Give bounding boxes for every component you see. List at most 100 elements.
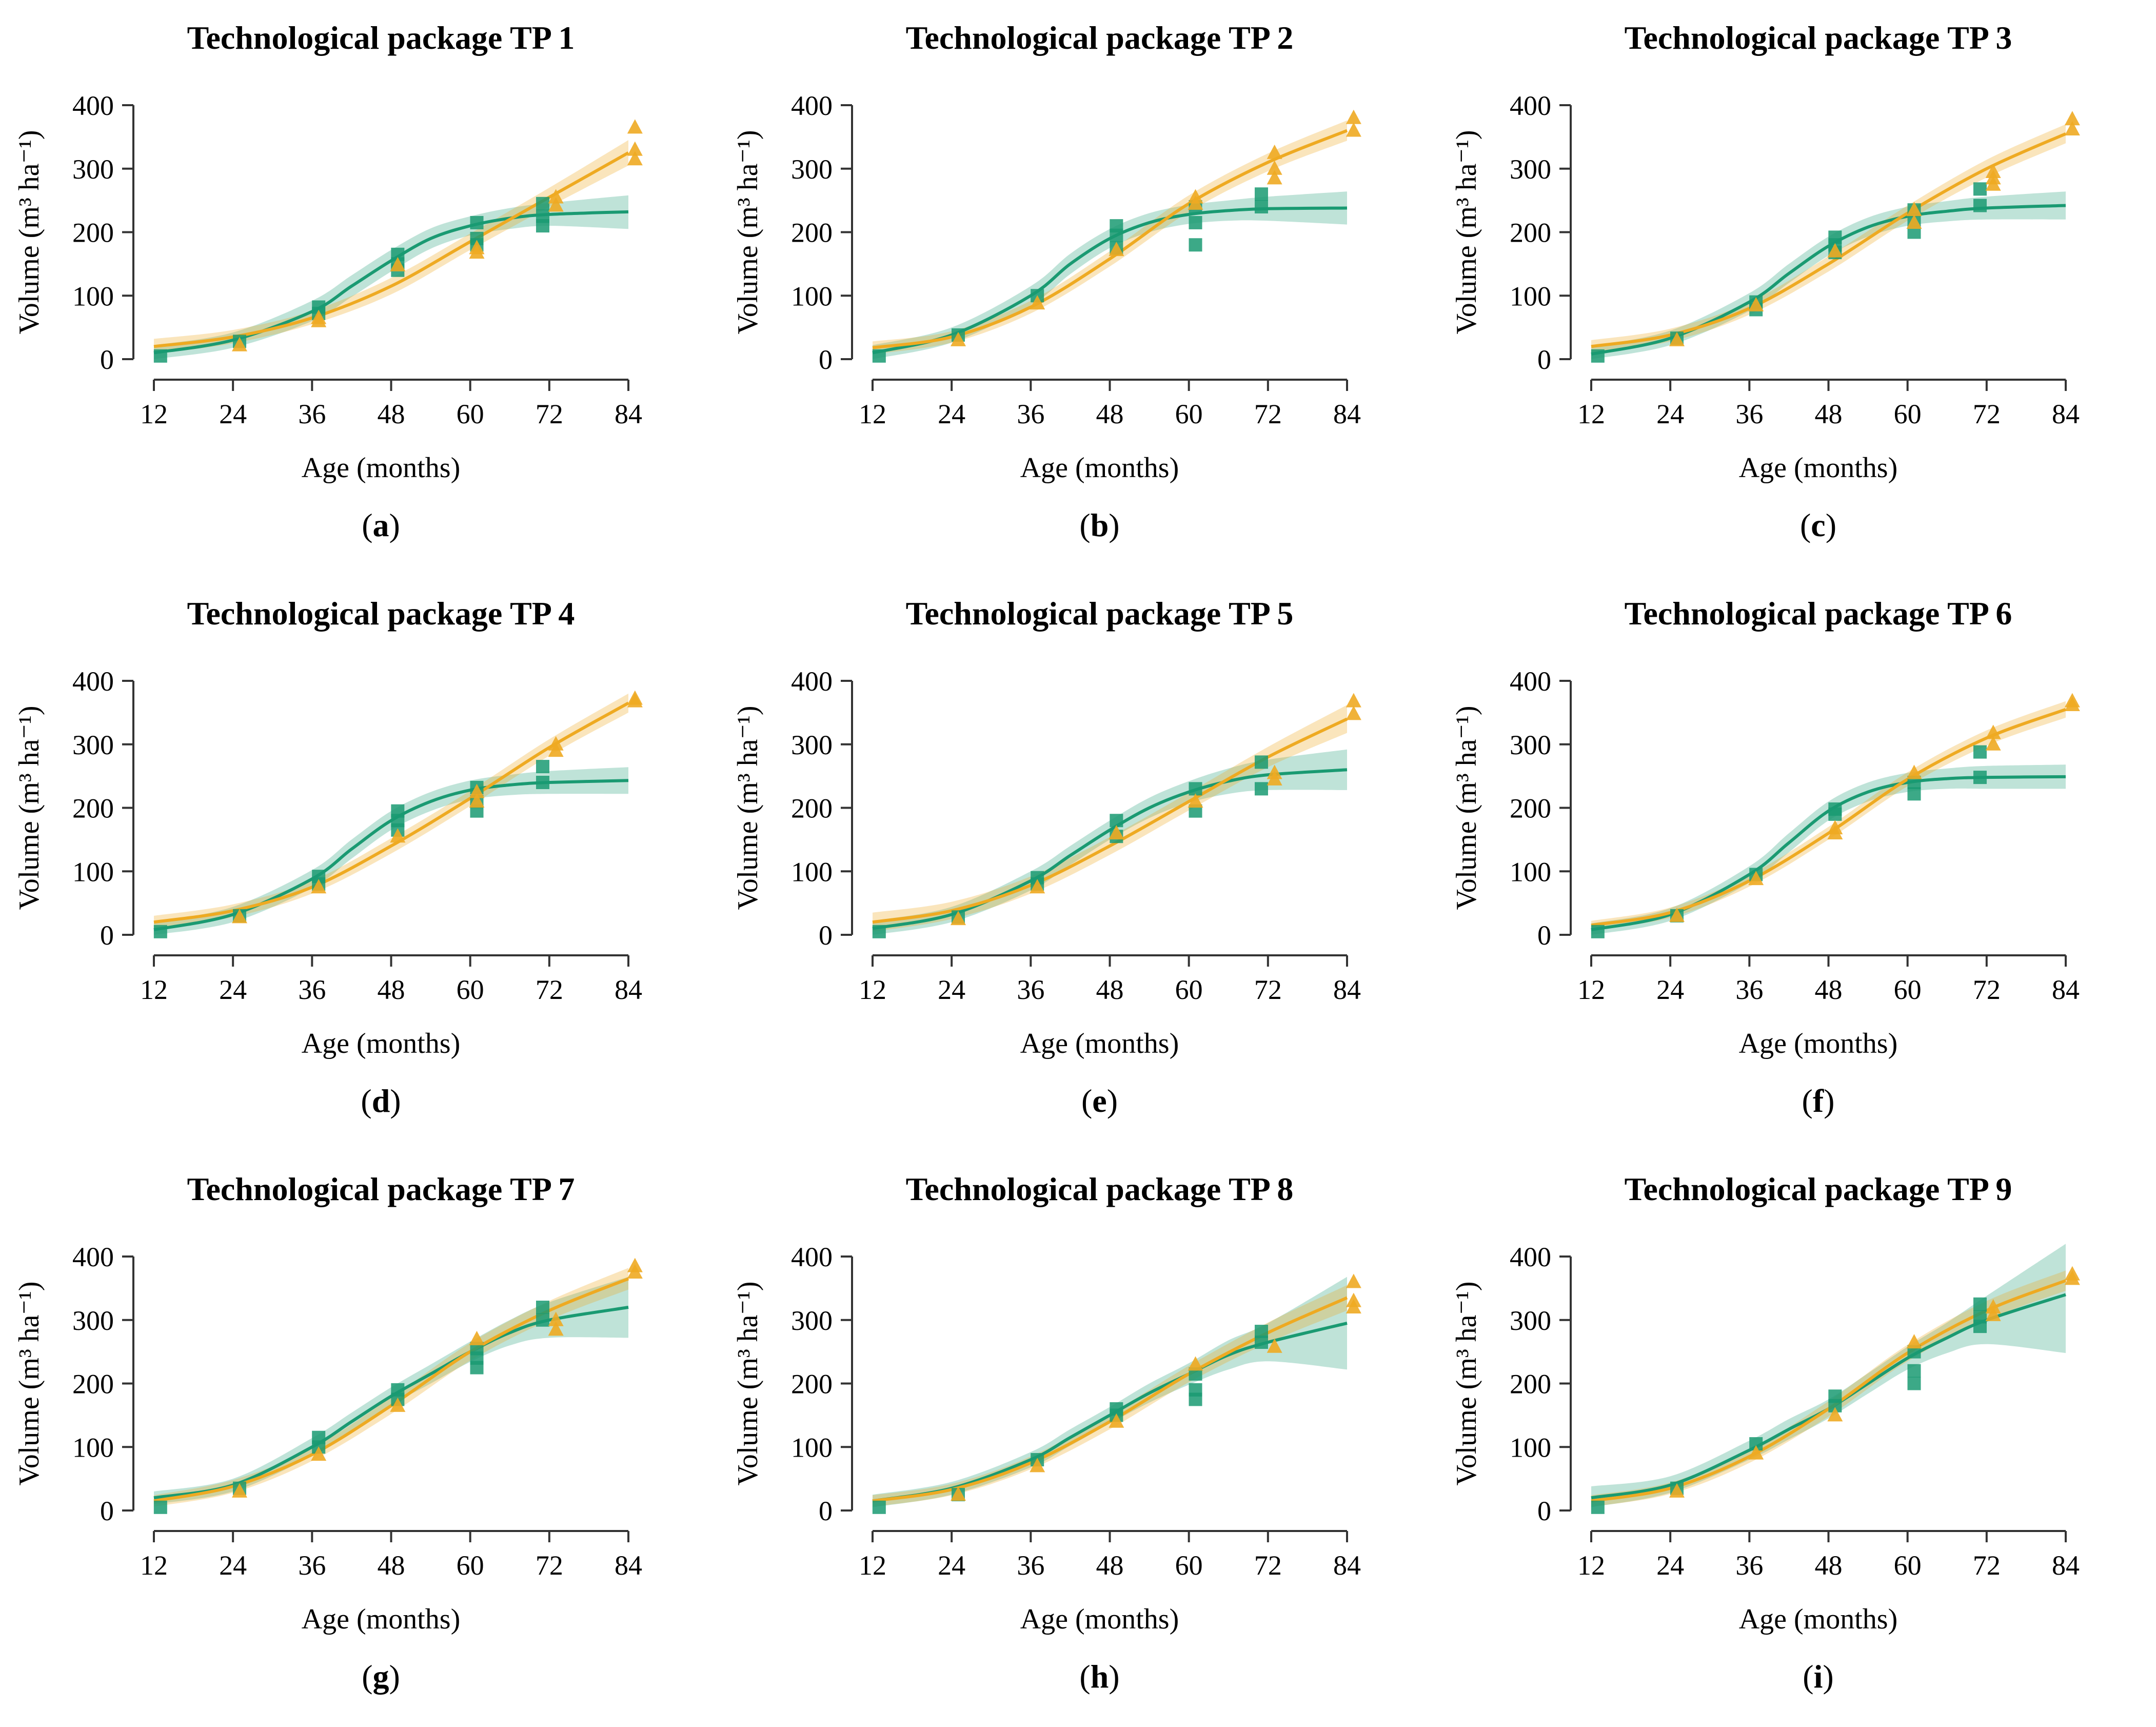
- data-point-triangle: [1267, 144, 1282, 159]
- data-point-square: [470, 215, 484, 229]
- data-point-triangle: [1109, 1413, 1124, 1428]
- y-tick-label: 300: [791, 730, 833, 760]
- x-tick-label: 84: [1333, 399, 1361, 429]
- chart-svg-i: Technological package TP 9 12 24 36 48 60 72 84…: [1451, 1171, 2080, 1695]
- data-point-square: [1907, 1377, 1921, 1390]
- data-point-triangle: [548, 742, 564, 757]
- data-point-triangle: [1030, 879, 1045, 894]
- y-tick-label: 300: [1510, 1305, 1551, 1336]
- y-tick-label: 200: [1510, 1369, 1551, 1400]
- data-point-triangle: [951, 911, 966, 926]
- x-tick-label: 60: [457, 974, 484, 1005]
- y-tick-label: 200: [72, 218, 114, 248]
- y-tick-label: 300: [1510, 154, 1551, 185]
- data-point-triangle: [2064, 121, 2080, 136]
- data-point-square: [872, 925, 886, 938]
- y-axis-label: Volume (m³ ha⁻¹): [13, 130, 45, 334]
- data-point-square: [1189, 238, 1202, 252]
- chart-title: Technological package TP 3: [1625, 19, 2012, 56]
- data-point-triangle: [1985, 1306, 2001, 1321]
- chart-panel-f: Technological package TP 6 12 24 36 48 60 72 84…: [1437, 576, 2156, 1151]
- chart-svg-f: Technological package TP 6 12 24 36 48 60 72 84…: [1451, 595, 2080, 1119]
- chart-svg-g: Technological package TP 7 12 24 36 48 60 72 84…: [13, 1171, 643, 1695]
- y-tick-label: 0: [1537, 1496, 1551, 1526]
- panel-letter: i: [1814, 1658, 1823, 1695]
- y-tick-label: 200: [72, 793, 114, 824]
- data-point-triangle: [1906, 214, 1922, 229]
- chart-svg-c: Technological package TP 3 12 24 36 48 60 72 84…: [1451, 19, 2080, 543]
- x-tick-label: 48: [1096, 974, 1124, 1005]
- x-tick-label: 24: [219, 1550, 247, 1581]
- data-point-square: [872, 349, 886, 363]
- data-point-square: [1973, 771, 1987, 784]
- data-point-triangle: [469, 244, 485, 259]
- x-tick-label: 12: [140, 399, 168, 429]
- data-point-triangle: [311, 312, 327, 327]
- x-tick-label: 48: [378, 974, 405, 1005]
- chart-title: Technological package TP 9: [1625, 1171, 2012, 1207]
- panel-letter: e: [1092, 1083, 1106, 1119]
- x-tick-label: 36: [298, 1550, 326, 1581]
- data-point-triangle: [1346, 1299, 1361, 1313]
- data-point-square: [1973, 1320, 1987, 1333]
- data-point-square: [536, 219, 549, 233]
- data-point-triangle: [1030, 295, 1045, 310]
- data-point-triangle: [1346, 1273, 1361, 1288]
- chart-title: Technological package TP 2: [906, 19, 1294, 56]
- data-point-square: [1189, 782, 1202, 796]
- data-point-square: [536, 760, 549, 774]
- data-point-triangle: [548, 1321, 564, 1336]
- data-point-triangle: [1267, 170, 1282, 185]
- x-tick-label: 72: [536, 1550, 563, 1581]
- data-point-square: [153, 1500, 167, 1514]
- y-tick-label: 400: [72, 666, 114, 697]
- chart-panel-c: Technological package TP 3 12 24 36 48 60 72 84…: [1437, 0, 2156, 576]
- y-tick-label: 300: [791, 154, 833, 185]
- data-point-triangle: [1985, 724, 2001, 739]
- x-tick-label: 60: [457, 1550, 484, 1581]
- data-point-square: [1110, 814, 1123, 828]
- y-tick-label: 100: [1510, 856, 1551, 887]
- data-point-square: [1973, 1297, 1987, 1311]
- y-tick-label: 300: [72, 1305, 114, 1336]
- chart-svg-d: Technological package TP 4 12 24 36 48 60 72 84…: [13, 595, 643, 1119]
- chart-title: Technological package TP 1: [187, 19, 575, 56]
- data-point-triangle: [1669, 907, 1685, 922]
- data-point-triangle: [548, 189, 564, 204]
- confidence-band-square: [1591, 764, 2066, 935]
- y-axis-label: Volume (m³ ha⁻¹): [13, 705, 45, 910]
- x-tick-label: 12: [1577, 974, 1605, 1005]
- x-tick-label: 36: [1017, 399, 1044, 429]
- data-point-triangle: [1827, 1407, 1843, 1422]
- y-tick-label: 100: [791, 1432, 833, 1463]
- data-point-square: [1973, 199, 1987, 212]
- y-tick-label: 300: [791, 1305, 833, 1336]
- data-point-triangle: [1346, 122, 1361, 137]
- x-tick-label: 48: [1815, 974, 1843, 1005]
- x-tick-label: 72: [1254, 974, 1282, 1005]
- y-axis-label: Volume (m³ ha⁻¹): [732, 130, 764, 334]
- data-point-triangle: [311, 879, 327, 894]
- x-tick-label: 12: [1577, 399, 1605, 429]
- data-point-square: [1591, 1500, 1605, 1514]
- x-axis-label: Age (months): [1739, 1028, 1898, 1059]
- panel-caption: (e): [1081, 1083, 1118, 1119]
- x-axis-label: Age (months): [302, 1603, 461, 1635]
- data-point-square: [1189, 215, 1202, 229]
- data-point-triangle: [1346, 693, 1361, 708]
- data-point-triangle: [1030, 1458, 1045, 1473]
- chart-panel-i: Technological package TP 9 12 24 36 48 60 72 84…: [1437, 1151, 2156, 1727]
- data-point-square: [470, 1361, 484, 1375]
- x-tick-label: 36: [1735, 974, 1763, 1005]
- x-axis-label: Age (months): [302, 452, 461, 484]
- data-point-triangle: [1109, 825, 1124, 839]
- y-tick-label: 100: [791, 281, 833, 311]
- y-tick-label: 300: [72, 730, 114, 760]
- y-tick-label: 200: [791, 218, 833, 248]
- chart-panel-d: Technological package TP 4 12 24 36 48 60 72 84…: [0, 576, 719, 1151]
- x-tick-label: 60: [1175, 399, 1203, 429]
- panel-caption: (c): [1800, 507, 1836, 543]
- y-tick-label: 400: [791, 90, 833, 121]
- x-tick-label: 84: [615, 1550, 642, 1581]
- data-point-triangle: [1188, 1356, 1203, 1371]
